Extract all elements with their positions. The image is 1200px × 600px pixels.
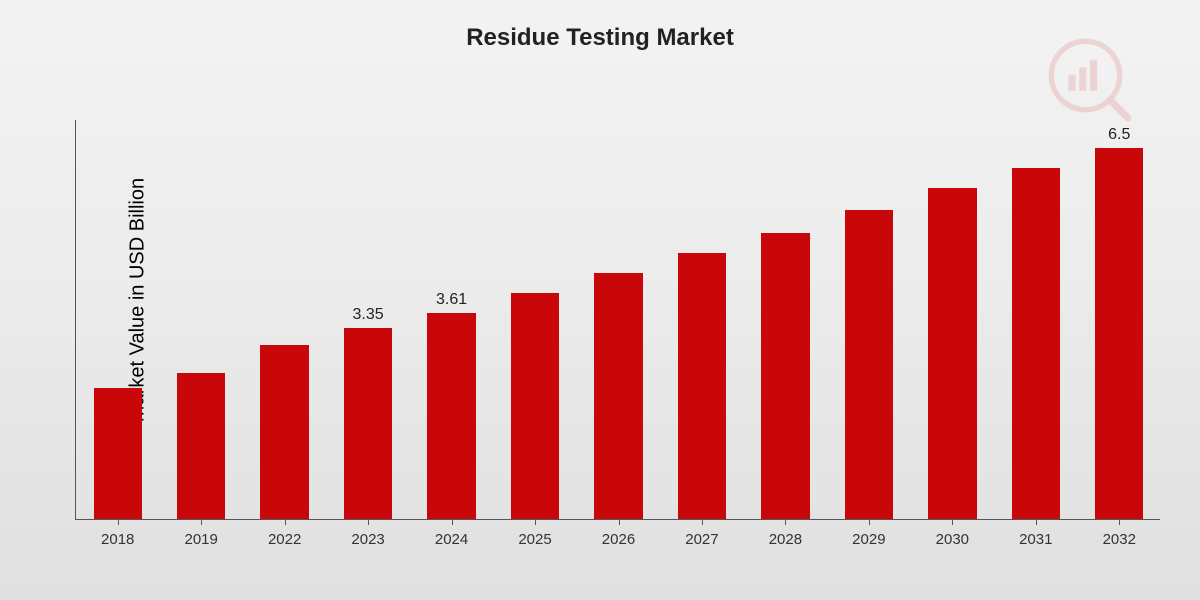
bar: [594, 273, 642, 519]
bar: [845, 210, 893, 519]
x-tick-mark: [619, 519, 620, 525]
bar: [928, 188, 976, 519]
bar-rect: [177, 373, 225, 519]
x-tick-mark: [702, 519, 703, 525]
x-tick-label: 2019: [159, 531, 242, 548]
x-tick-mark: [452, 519, 453, 525]
bar-rect: [1012, 168, 1060, 519]
logo-watermark: [1045, 35, 1135, 125]
bar-value-label: 3.61: [427, 291, 475, 309]
bar-rect: [344, 328, 392, 519]
x-tick-label: 2022: [243, 531, 326, 548]
chart-plot-area: 2018201920223.3520233.612024202520262027…: [75, 120, 1160, 520]
bar: 3.35: [344, 328, 392, 519]
bar-rect: [94, 388, 142, 519]
bar: [678, 253, 726, 519]
bar-value-label: 3.35: [344, 306, 392, 324]
x-tick-label: 2031: [994, 531, 1077, 548]
bar-rect: [260, 345, 308, 519]
x-tick-label: 2024: [410, 531, 493, 548]
bar-rect: [845, 210, 893, 519]
x-tick-mark: [118, 519, 119, 525]
x-tick-label: 2023: [326, 531, 409, 548]
x-tick-label: 2029: [827, 531, 910, 548]
x-tick-mark: [785, 519, 786, 525]
x-tick-label: 2027: [660, 531, 743, 548]
bar-rect: [594, 273, 642, 519]
x-tick-mark: [952, 519, 953, 525]
x-tick-mark: [869, 519, 870, 525]
x-tick-mark: [201, 519, 202, 525]
x-tick-label: 2018: [76, 531, 159, 548]
x-tick-label: 2032: [1078, 531, 1161, 548]
bar: 6.5: [1095, 148, 1143, 519]
bar: [177, 373, 225, 519]
x-tick-label: 2025: [493, 531, 576, 548]
bar-value-label: 6.5: [1095, 126, 1143, 144]
x-tick-mark: [535, 519, 536, 525]
x-tick-label: 2026: [577, 531, 660, 548]
x-tick-mark: [1036, 519, 1037, 525]
bar-rect: [761, 233, 809, 519]
bar: [761, 233, 809, 519]
x-tick-label: 2028: [744, 531, 827, 548]
bar-rect: [511, 293, 559, 519]
bar-rect: [1095, 148, 1143, 519]
x-tick-mark: [368, 519, 369, 525]
bar: [511, 293, 559, 519]
x-tick-mark: [285, 519, 286, 525]
bar: [1012, 168, 1060, 519]
bar-rect: [928, 188, 976, 519]
bar: 3.61: [427, 313, 475, 519]
bar: [260, 345, 308, 519]
bar-rect: [427, 313, 475, 519]
chart-title: Residue Testing Market: [0, 24, 1200, 52]
x-tick-mark: [1119, 519, 1120, 525]
bar-rect: [678, 253, 726, 519]
bar: [94, 388, 142, 519]
x-tick-label: 2030: [911, 531, 994, 548]
